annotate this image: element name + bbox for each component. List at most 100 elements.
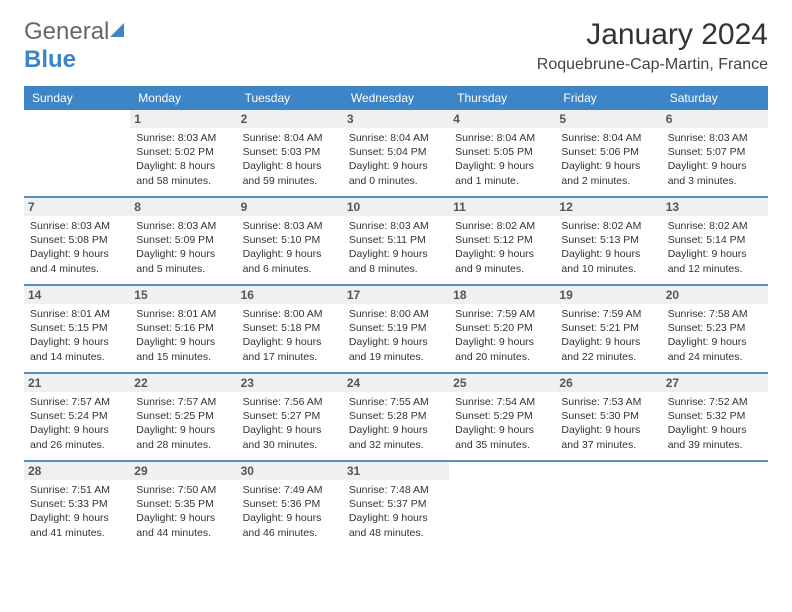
sunrise-line: Sunrise: 7:50 AM <box>136 483 230 497</box>
dow-label: Sunday <box>24 86 130 110</box>
sunrise-line: Sunrise: 7:57 AM <box>136 395 230 409</box>
daylight-line: Daylight: 9 hours and 2 minutes. <box>561 159 655 187</box>
daylight-line: Daylight: 9 hours and 30 minutes. <box>243 423 337 451</box>
day-number: 9 <box>237 198 343 216</box>
sunrise-line: Sunrise: 7:52 AM <box>668 395 762 409</box>
daylight-line: Daylight: 9 hours and 6 minutes. <box>243 247 337 275</box>
calendar-cell: 1Sunrise: 8:03 AMSunset: 5:02 PMDaylight… <box>130 110 236 196</box>
daylight-line: Daylight: 9 hours and 19 minutes. <box>349 335 443 363</box>
sunrise-line: Sunrise: 8:03 AM <box>668 131 762 145</box>
sunset-line: Sunset: 5:37 PM <box>349 497 443 511</box>
day-info: Sunrise: 7:49 AMSunset: 5:36 PMDaylight:… <box>243 483 337 540</box>
day-info: Sunrise: 8:04 AMSunset: 5:04 PMDaylight:… <box>349 131 443 188</box>
sunset-line: Sunset: 5:05 PM <box>455 145 549 159</box>
day-number: 5 <box>555 110 661 128</box>
daylight-line: Daylight: 9 hours and 32 minutes. <box>349 423 443 451</box>
day-number: 30 <box>237 462 343 480</box>
location-subtitle: Roquebrune-Cap-Martin, France <box>537 56 768 74</box>
day-info: Sunrise: 8:03 AMSunset: 5:10 PMDaylight:… <box>243 219 337 276</box>
day-number: 15 <box>130 286 236 304</box>
daylight-line: Daylight: 9 hours and 44 minutes. <box>136 511 230 539</box>
sunset-line: Sunset: 5:15 PM <box>30 321 124 335</box>
sunset-line: Sunset: 5:29 PM <box>455 409 549 423</box>
day-number: 4 <box>449 110 555 128</box>
sunrise-line: Sunrise: 8:00 AM <box>349 307 443 321</box>
calendar-cell: 19Sunrise: 7:59 AMSunset: 5:21 PMDayligh… <box>555 286 661 372</box>
sunrise-line: Sunrise: 8:01 AM <box>136 307 230 321</box>
calendar-cell: 26Sunrise: 7:53 AMSunset: 5:30 PMDayligh… <box>555 374 661 460</box>
day-number: 10 <box>343 198 449 216</box>
month-title: January 2024 <box>537 18 768 52</box>
day-info: Sunrise: 8:03 AMSunset: 5:02 PMDaylight:… <box>136 131 230 188</box>
day-info: Sunrise: 8:03 AMSunset: 5:11 PMDaylight:… <box>349 219 443 276</box>
sunset-line: Sunset: 5:30 PM <box>561 409 655 423</box>
daylight-line: Daylight: 9 hours and 39 minutes. <box>668 423 762 451</box>
day-info: Sunrise: 8:04 AMSunset: 5:06 PMDaylight:… <box>561 131 655 188</box>
day-number: 20 <box>662 286 768 304</box>
day-info: Sunrise: 8:00 AMSunset: 5:18 PMDaylight:… <box>243 307 337 364</box>
brand-logo: General Blue <box>24 18 124 74</box>
calendar-cell: 28Sunrise: 7:51 AMSunset: 5:33 PMDayligh… <box>24 462 130 548</box>
daylight-line: Daylight: 8 hours and 58 minutes. <box>136 159 230 187</box>
daylight-line: Daylight: 9 hours and 3 minutes. <box>668 159 762 187</box>
day-info: Sunrise: 7:57 AMSunset: 5:25 PMDaylight:… <box>136 395 230 452</box>
dow-label: Thursday <box>449 86 555 110</box>
sunset-line: Sunset: 5:27 PM <box>243 409 337 423</box>
dow-label: Tuesday <box>237 86 343 110</box>
sunset-line: Sunset: 5:19 PM <box>349 321 443 335</box>
header: General Blue January 2024 Roquebrune-Cap… <box>24 18 768 74</box>
calendar-cell: 29Sunrise: 7:50 AMSunset: 5:35 PMDayligh… <box>130 462 236 548</box>
day-number: 29 <box>130 462 236 480</box>
sunrise-line: Sunrise: 7:51 AM <box>30 483 124 497</box>
day-number: 17 <box>343 286 449 304</box>
calendar-page: General Blue January 2024 Roquebrune-Cap… <box>0 0 792 548</box>
daylight-line: Daylight: 9 hours and 37 minutes. <box>561 423 655 451</box>
day-info: Sunrise: 7:59 AMSunset: 5:20 PMDaylight:… <box>455 307 549 364</box>
calendar-cell: 16 Sunrise: 8:00 AMSunset: 5:18 PMDayligh… <box>237 286 343 372</box>
sunrise-line: Sunrise: 7:55 AM <box>349 395 443 409</box>
sunset-line: Sunset: 5:11 PM <box>349 233 443 247</box>
sunrise-line: Sunrise: 8:03 AM <box>243 219 337 233</box>
sunrise-line: Sunrise: 8:00 AM <box>243 307 337 321</box>
daylight-line: Daylight: 9 hours and 28 minutes. <box>136 423 230 451</box>
dow-label: Saturday <box>662 86 768 110</box>
sunset-line: Sunset: 5:14 PM <box>668 233 762 247</box>
sunrise-line: Sunrise: 8:03 AM <box>349 219 443 233</box>
day-info: Sunrise: 8:04 AMSunset: 5:03 PMDaylight:… <box>243 131 337 188</box>
sunset-line: Sunset: 5:28 PM <box>349 409 443 423</box>
sunrise-line: Sunrise: 8:03 AM <box>136 131 230 145</box>
calendar-cell <box>24 110 130 196</box>
day-info: Sunrise: 7:52 AMSunset: 5:32 PMDaylight:… <box>668 395 762 452</box>
day-number: 11 <box>449 198 555 216</box>
brand-part1: General <box>24 18 109 45</box>
brand-triangle-icon <box>110 23 124 37</box>
day-info: Sunrise: 8:03 AMSunset: 5:07 PMDaylight:… <box>668 131 762 188</box>
sunrise-line: Sunrise: 8:02 AM <box>668 219 762 233</box>
day-info: Sunrise: 8:01 AMSunset: 5:16 PMDaylight:… <box>136 307 230 364</box>
sunrise-line: Sunrise: 7:49 AM <box>243 483 337 497</box>
calendar-cell: 4Sunrise: 8:04 AMSunset: 5:05 PMDaylight… <box>449 110 555 196</box>
day-number: 8 <box>130 198 236 216</box>
daylight-line: Daylight: 9 hours and 10 minutes. <box>561 247 655 275</box>
day-number: 22 <box>130 374 236 392</box>
sunset-line: Sunset: 5:32 PM <box>668 409 762 423</box>
day-number: 13 <box>662 198 768 216</box>
day-number: 16 <box>237 286 343 304</box>
calendar-week: 7Sunrise: 8:03 AMSunset: 5:08 PMDaylight… <box>24 198 768 286</box>
calendar-cell: 21Sunrise: 7:57 AMSunset: 5:24 PMDayligh… <box>24 374 130 460</box>
daylight-line: Daylight: 9 hours and 12 minutes. <box>668 247 762 275</box>
day-number: 28 <box>24 462 130 480</box>
daylight-line: Daylight: 9 hours and 5 minutes. <box>136 247 230 275</box>
calendar-cell: 12Sunrise: 8:02 AMSunset: 5:13 PMDayligh… <box>555 198 661 284</box>
calendar-week: 28Sunrise: 7:51 AMSunset: 5:33 PMDayligh… <box>24 462 768 548</box>
day-number: 23 <box>237 374 343 392</box>
sunset-line: Sunset: 5:06 PM <box>561 145 655 159</box>
day-number: 12 <box>555 198 661 216</box>
sunrise-line: Sunrise: 8:04 AM <box>243 131 337 145</box>
sunset-line: Sunset: 5:02 PM <box>136 145 230 159</box>
calendar-cell: 31Sunrise: 7:48 AMSunset: 5:37 PMDayligh… <box>343 462 449 548</box>
daylight-line: Daylight: 9 hours and 24 minutes. <box>668 335 762 363</box>
sunrise-line: Sunrise: 7:56 AM <box>243 395 337 409</box>
sunset-line: Sunset: 5:16 PM <box>136 321 230 335</box>
sunset-line: Sunset: 5:12 PM <box>455 233 549 247</box>
